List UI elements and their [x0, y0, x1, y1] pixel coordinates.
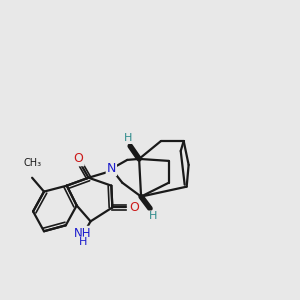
Text: N: N — [107, 162, 116, 175]
Text: CH₃: CH₃ — [23, 158, 41, 168]
Text: O: O — [129, 201, 139, 214]
Text: H: H — [124, 133, 132, 143]
Text: H: H — [78, 237, 87, 247]
Text: O: O — [74, 152, 84, 165]
Text: H: H — [149, 212, 157, 221]
Text: NH: NH — [74, 227, 92, 240]
